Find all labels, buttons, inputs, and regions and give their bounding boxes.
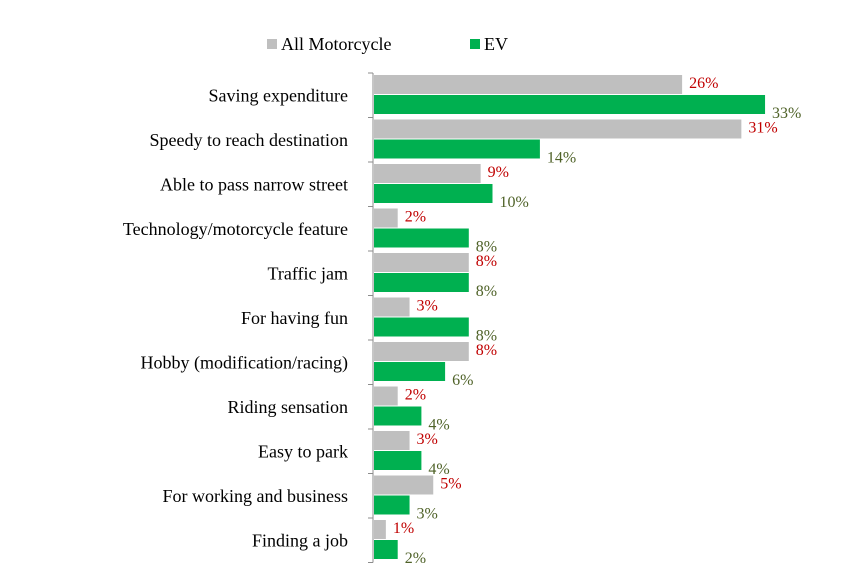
category-label-for-working-and-business: For working and business — [163, 486, 349, 506]
value-label-ev-saving-expenditure: 33% — [772, 105, 801, 122]
category-label-easy-to-park: Easy to park — [258, 441, 348, 461]
bar-all-motorcycle-technology-motorcycle-feature — [374, 208, 398, 228]
value-label-all-motorcycle-finding-a-job: 1% — [393, 520, 414, 537]
value-label-all-motorcycle-saving-expenditure: 26% — [689, 75, 718, 92]
bar-ev-technology-motorcycle-feature — [374, 228, 469, 248]
bar-all-motorcycle-easy-to-park — [374, 431, 410, 450]
value-label-ev-speedy-to-reach-destination: 14% — [547, 150, 576, 167]
bars — [374, 75, 766, 559]
bar-all-motorcycle-for-working-and-business — [374, 475, 434, 495]
value-label-all-motorcycle-traffic-jam: 8% — [476, 253, 497, 270]
category-label-riding-sensation: Riding sensation — [228, 397, 349, 417]
bar-all-motorcycle-finding-a-job — [374, 520, 386, 539]
value-label-all-motorcycle-riding-sensation: 2% — [405, 387, 426, 404]
value-label-all-motorcycle-hobby-modification-racing: 8% — [476, 342, 497, 359]
value-label-all-motorcycle-for-working-and-business: 5% — [440, 476, 461, 493]
legend-swatch-all-motorcycle — [267, 39, 277, 49]
category-labels: Saving expenditure Speedy to reach destin… — [123, 85, 348, 550]
bar-ev-speedy-to-reach-destination — [374, 139, 540, 159]
category-label-traffic-jam: Traffic jam — [268, 263, 349, 283]
value-labels: 26%33%31%14%9%10%2%8%8%8%3%8%8%6%2%4%3%4… — [393, 75, 802, 567]
category-label-finding-a-job: Finding a job — [252, 530, 348, 550]
bar-all-motorcycle-riding-sensation — [374, 386, 398, 406]
value-label-ev-easy-to-park: 4% — [428, 461, 449, 478]
value-label-ev-technology-motorcycle-feature: 8% — [476, 239, 497, 256]
bar-ev-riding-sensation — [374, 406, 422, 426]
value-label-ev-finding-a-job: 2% — [405, 550, 426, 567]
bar-ev-hobby-modification-racing — [374, 362, 446, 381]
value-label-ev-able-to-pass-narrow-street: 10% — [500, 194, 529, 211]
value-label-all-motorcycle-easy-to-park: 3% — [417, 431, 438, 448]
legend-swatch-ev — [470, 39, 480, 49]
bar-ev-traffic-jam — [374, 273, 469, 292]
bar-all-motorcycle-saving-expenditure — [374, 75, 683, 94]
category-label-saving-expenditure: Saving expenditure — [209, 85, 348, 105]
value-label-all-motorcycle-speedy-to-reach-destination: 31% — [748, 120, 777, 137]
value-label-ev-for-working-and-business: 3% — [417, 506, 438, 523]
bar-all-motorcycle-traffic-jam — [374, 253, 469, 272]
value-label-ev-for-having-fun: 8% — [476, 328, 497, 345]
value-label-all-motorcycle-for-having-fun: 3% — [417, 298, 438, 315]
bar-ev-for-having-fun — [374, 317, 469, 337]
category-label-able-to-pass-narrow-street: Able to pass narrow street — [160, 174, 348, 194]
bar-ev-saving-expenditure — [374, 95, 766, 114]
category-label-technology-motorcycle-feature: Technology/motorcycle feature — [123, 219, 348, 239]
bar-ev-for-working-and-business — [374, 495, 410, 515]
value-label-ev-riding-sensation: 4% — [428, 417, 449, 434]
legend-label-all-motorcycle: All Motorcycle — [281, 34, 391, 54]
y-axis — [368, 72, 374, 563]
value-label-all-motorcycle-technology-motorcycle-feature: 2% — [405, 209, 426, 226]
value-label-all-motorcycle-able-to-pass-narrow-street: 9% — [488, 164, 509, 181]
value-label-ev-hobby-modification-racing: 6% — [452, 372, 473, 389]
legend: All Motorcycle EV — [267, 34, 508, 54]
bar-all-motorcycle-for-having-fun — [374, 297, 410, 317]
bar-ev-finding-a-job — [374, 540, 398, 559]
category-label-for-having-fun: For having fun — [241, 308, 348, 328]
category-label-speedy-to-reach-destination: Speedy to reach destination — [150, 130, 348, 150]
bar-ev-able-to-pass-narrow-street — [374, 184, 493, 203]
bar-ev-easy-to-park — [374, 451, 422, 470]
legend-label-ev: EV — [484, 34, 508, 54]
bar-all-motorcycle-hobby-modification-racing — [374, 342, 469, 361]
category-label-hobby-modification-racing: Hobby (modification/racing) — [141, 352, 348, 373]
bar-all-motorcycle-able-to-pass-narrow-street — [374, 164, 481, 183]
value-label-ev-traffic-jam: 8% — [476, 283, 497, 300]
bar-all-motorcycle-speedy-to-reach-destination — [374, 119, 742, 139]
